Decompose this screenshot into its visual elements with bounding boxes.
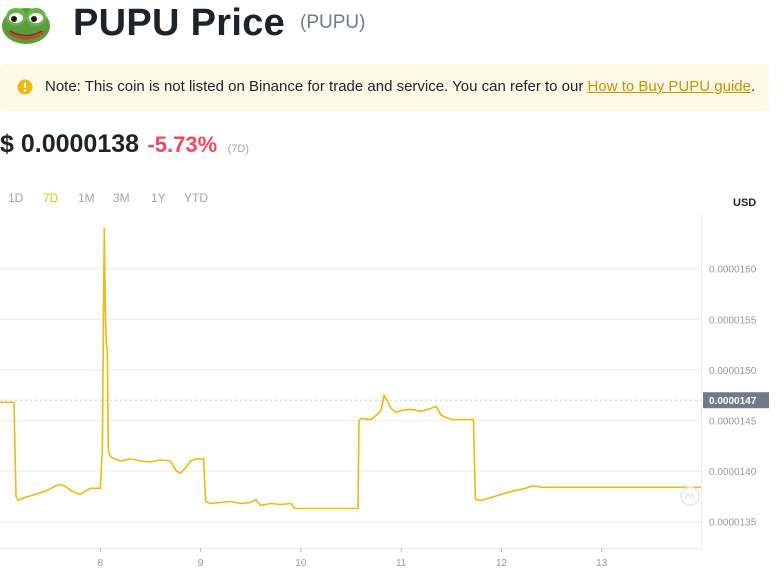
notice-banner: Note: This coin is not listed on Binance… <box>0 64 769 111</box>
notice-message: Note: This coin is not listed on Binance… <box>45 78 588 95</box>
current-price: $ 0.0000138 <box>0 130 140 158</box>
notice-suffix: . <box>750 78 756 95</box>
x-tick-label: 10 <box>295 558 307 569</box>
current-value-marker <box>703 392 769 409</box>
change-period: (7D) <box>227 143 250 155</box>
tab-1y[interactable]: 1Y <box>151 191 166 205</box>
page-title: PUPU Price <box>73 2 286 44</box>
how-to-buy-link[interactable]: How to Buy PUPU guide <box>587 78 751 95</box>
price-chart[interactable]: 0.0000160 0.0000155 0.0000150 0.0000145 0.00… <box>0 214 770 575</box>
coin-symbol: (PUPU) <box>300 12 366 33</box>
watermark-icon-mark <box>684 491 696 500</box>
price-chart-svg: 0.0000160 0.0000155 0.0000150 0.0000145 0.00… <box>0 214 769 569</box>
price-change: -5.73% <box>147 132 218 157</box>
page-header: PUPU Price (PUPU) <box>0 0 783 56</box>
y-tick-label: 0.0000140 <box>709 467 757 478</box>
tab-1d[interactable]: 1D <box>8 191 24 205</box>
y-tick-label: 0.0000160 <box>709 265 757 276</box>
currency-label: USD <box>733 197 757 209</box>
pepe-frog-logo-icon <box>0 0 52 48</box>
y-tick-label: 0.0000145 <box>709 416 757 427</box>
x-tick-label: 13 <box>596 558 608 569</box>
notice-text: Note: This coin is not listed on Binance… <box>45 78 755 95</box>
x-tick-label: 9 <box>198 558 204 569</box>
y-tick-label: 0.0000155 <box>709 315 757 326</box>
price-row: $ 0.0000138 -5.73% (7D) <box>0 130 249 164</box>
price-series-line <box>0 227 701 510</box>
tab-7d[interactable]: 7D <box>43 191 59 205</box>
x-tick-label: 12 <box>496 558 508 569</box>
tab-ytd[interactable]: YTD <box>184 191 208 205</box>
tab-1m[interactable]: 1M <box>78 191 95 205</box>
watermark-icon <box>680 486 700 507</box>
current-value-label: 0.0000147 <box>709 396 757 407</box>
x-tick-label: 8 <box>98 558 104 569</box>
exclamation-circle-icon <box>17 79 33 95</box>
tab-3m[interactable]: 3M <box>113 191 130 205</box>
x-tick-label: 11 <box>396 558 407 569</box>
y-tick-label: 0.0000135 <box>709 518 757 529</box>
y-tick-label: 0.0000150 <box>709 366 757 377</box>
